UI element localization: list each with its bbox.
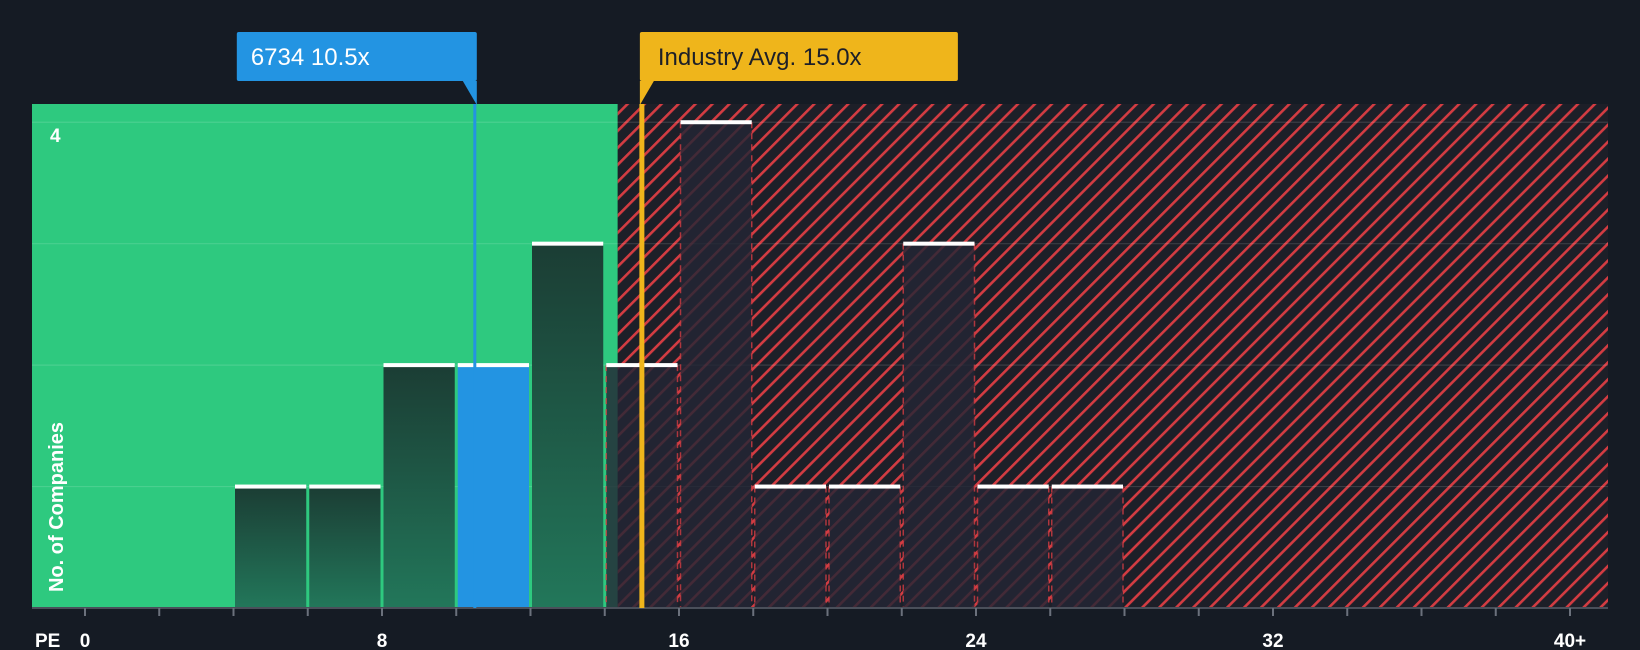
- histogram-bar: [1051, 486, 1123, 608]
- x-tick-label: 40+: [1554, 631, 1586, 650]
- bar-top-cap: [235, 484, 307, 489]
- bar-top-cap: [457, 363, 529, 368]
- x-tick-label: 24: [965, 631, 987, 650]
- bar-top-cap: [383, 363, 455, 368]
- x-tick-label: 8: [377, 631, 388, 650]
- bar-top-cap: [532, 241, 604, 246]
- industry-average-callout: [639, 32, 958, 81]
- bar-top-cap: [309, 484, 381, 489]
- histogram-bar: [829, 486, 901, 608]
- y-tick-label: 4: [50, 126, 61, 147]
- x-tick-label: 32: [1262, 631, 1283, 650]
- y-axis-label: No. of Companies: [46, 422, 68, 592]
- company-callout-pointer: [462, 81, 477, 105]
- bar-top-cap: [754, 484, 826, 489]
- histogram-bar: [235, 486, 307, 608]
- bar-top-cap: [977, 484, 1049, 489]
- bar-top-cap: [1051, 484, 1123, 489]
- histogram-bar: [754, 486, 826, 608]
- industry-callout-pointer: [639, 81, 654, 105]
- company-pe-label: 6734 10.5x: [251, 44, 370, 71]
- histogram-bar: [680, 122, 752, 609]
- company-pe-line: [473, 104, 477, 608]
- bar-top-cap: [903, 241, 975, 246]
- x-tick-label: 16: [668, 631, 689, 650]
- histogram-bar: [309, 486, 381, 608]
- x-tick-label: 0: [80, 631, 91, 650]
- histogram-bar: [383, 365, 455, 608]
- histogram-bar: [977, 486, 1049, 608]
- histogram-bar: [532, 243, 604, 608]
- bar-top-cap: [829, 484, 901, 489]
- histogram-bar: [903, 243, 975, 608]
- x-axis-label: PE: [35, 631, 60, 650]
- bar-top-cap: [680, 120, 752, 125]
- industry-average-label: Industry Avg. 15.0x: [658, 44, 862, 71]
- company-callout: [236, 32, 477, 81]
- industry-average-line: [639, 104, 645, 608]
- company-bar: [457, 365, 529, 608]
